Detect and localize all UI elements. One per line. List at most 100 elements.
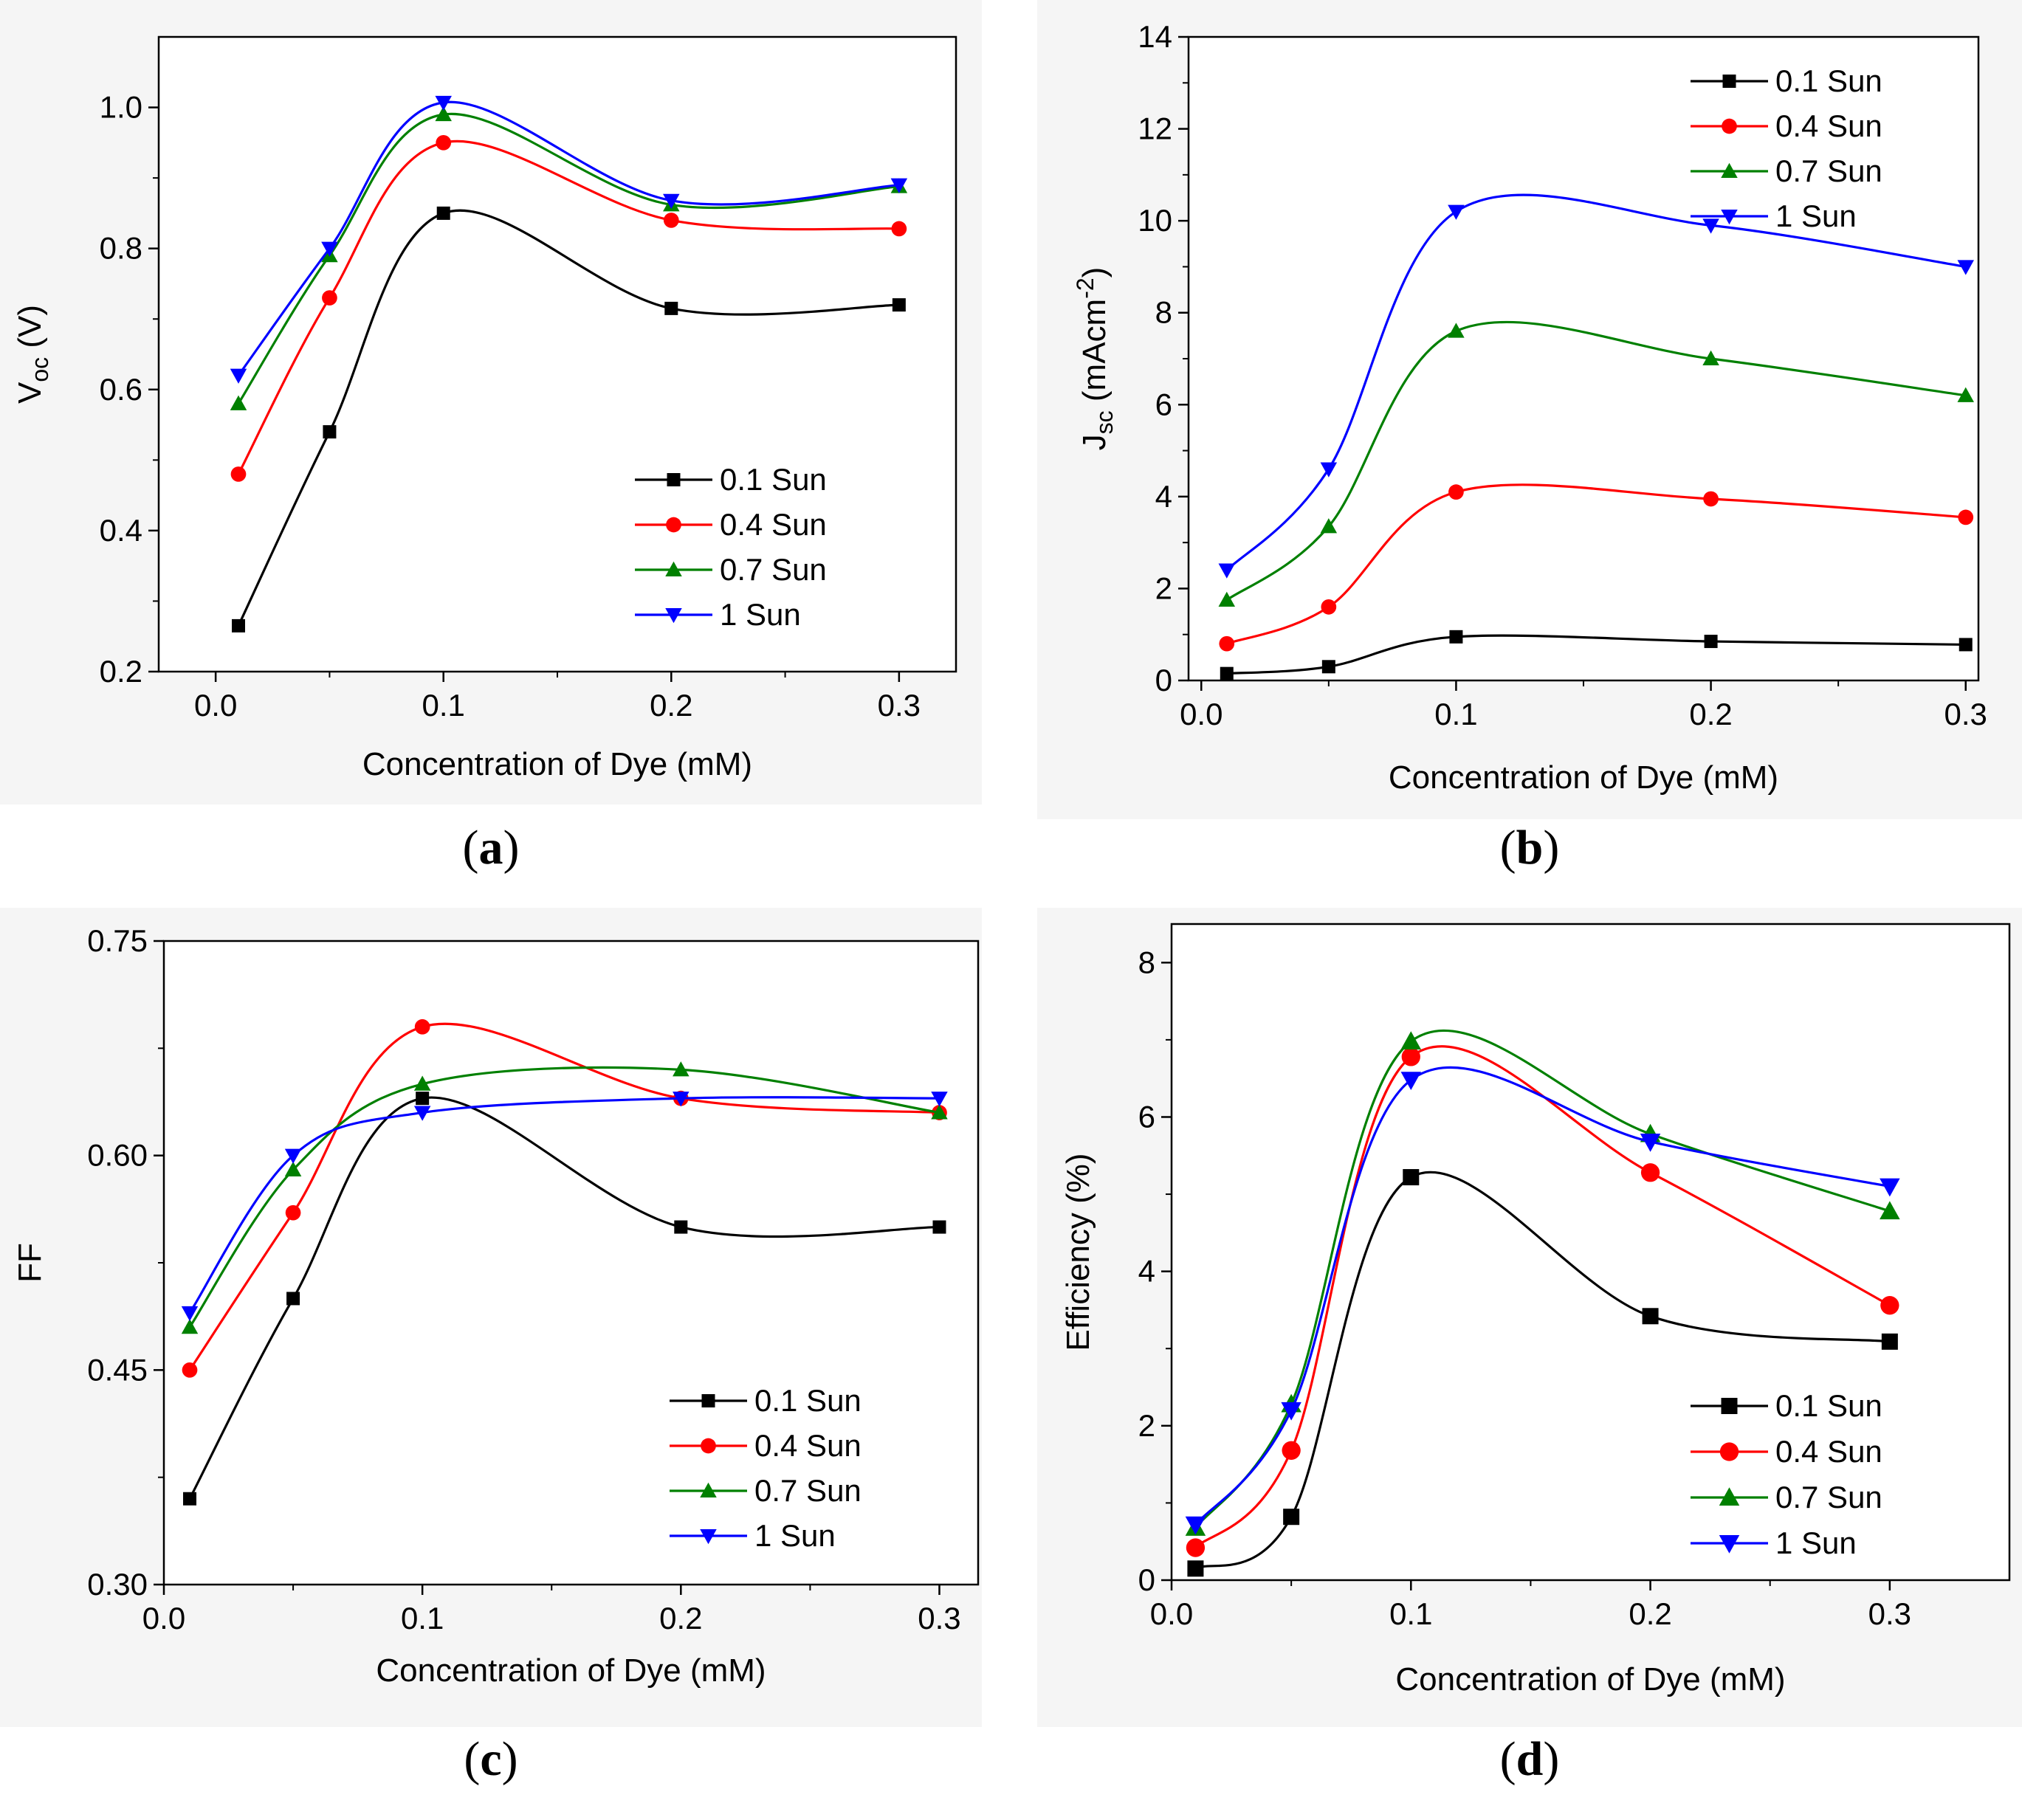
legend-label: 1 Sun bbox=[1775, 1526, 1857, 1560]
data-point bbox=[673, 1061, 690, 1077]
data-point bbox=[183, 1492, 197, 1506]
data-point bbox=[1186, 1538, 1206, 1557]
series-line-1-sun bbox=[237, 100, 899, 376]
data-point bbox=[284, 1161, 302, 1177]
x-tick-label: 0.0 bbox=[1180, 697, 1223, 731]
data-point bbox=[436, 206, 450, 220]
data-point bbox=[413, 1075, 431, 1091]
x-tick-label: 0.1 bbox=[422, 688, 465, 723]
data-point bbox=[1448, 323, 1465, 338]
panel-label: (c) bbox=[464, 1732, 517, 1786]
chart-panel-c: 0.0 0.1 0.2 0.3 0.30 0.45 0.60 0.75 Concentratio… bbox=[0, 908, 982, 1727]
legend-marker bbox=[1721, 162, 1738, 178]
data-point bbox=[1449, 630, 1463, 644]
y-tick-label: 0.75 bbox=[87, 923, 148, 958]
data-point bbox=[1640, 1133, 1661, 1152]
y-tick-label: 8 bbox=[1138, 945, 1155, 979]
x-tick-label: 0.2 bbox=[1629, 1596, 1671, 1631]
y-tick-label: 12 bbox=[1138, 111, 1172, 146]
y-tick-label: 0.4 bbox=[100, 513, 142, 548]
legend-marker bbox=[700, 1529, 717, 1545]
data-point bbox=[1283, 1509, 1300, 1526]
data-point bbox=[1880, 1296, 1899, 1315]
data-point bbox=[435, 106, 452, 122]
data-point bbox=[230, 466, 247, 482]
legend-label: 1 Sun bbox=[1775, 199, 1857, 233]
data-point bbox=[663, 193, 680, 209]
legend-marker bbox=[1719, 1535, 1740, 1554]
data-point bbox=[416, 1092, 430, 1106]
data-point bbox=[284, 1148, 302, 1164]
legend-marker bbox=[701, 1394, 715, 1407]
data-point bbox=[1880, 1178, 1900, 1197]
series-line-0.4-sun bbox=[1226, 483, 1966, 645]
data-point bbox=[892, 298, 906, 312]
data-point bbox=[1400, 1031, 1422, 1049]
x-tick-label: 0.2 bbox=[659, 1601, 702, 1635]
x-tick-label: 0.3 bbox=[918, 1601, 960, 1635]
data-point bbox=[1704, 635, 1718, 649]
data-point bbox=[663, 213, 679, 228]
legend-marker bbox=[665, 561, 682, 576]
legend-label: 0.1 Sun bbox=[1775, 1388, 1882, 1423]
data-point bbox=[1703, 491, 1719, 507]
legend-marker bbox=[667, 473, 681, 486]
y-axis-label: Efficiency (%) bbox=[1060, 1153, 1096, 1351]
x-axis-label: Concentration of Dye (mM) bbox=[1389, 759, 1778, 796]
y-tick-label: 0 bbox=[1138, 1562, 1155, 1597]
series-line-0.4-sun bbox=[188, 1022, 940, 1371]
legend-marker bbox=[1721, 210, 1738, 225]
data-point bbox=[1401, 1047, 1420, 1066]
data-point bbox=[931, 1092, 948, 1107]
data-point bbox=[1321, 660, 1335, 674]
data-point bbox=[673, 1092, 690, 1107]
x-tick-label: 0.2 bbox=[650, 688, 692, 723]
x-tick-label: 0.2 bbox=[1689, 697, 1732, 731]
legend-marker bbox=[1722, 75, 1736, 88]
legend-marker bbox=[666, 517, 681, 533]
x-axis-label: Concentration of Dye (mM) bbox=[362, 746, 752, 782]
x-tick-label: 0.0 bbox=[1150, 1596, 1193, 1631]
series-line-1-sun bbox=[188, 1096, 940, 1314]
legend-marker bbox=[1721, 1398, 1738, 1414]
y-tick-label: 0.30 bbox=[87, 1567, 148, 1602]
legend-label: 0.1 Sun bbox=[754, 1383, 862, 1418]
data-point bbox=[1220, 666, 1234, 680]
data-point bbox=[1282, 1441, 1301, 1460]
x-axis-label: Concentration of Dye (mM) bbox=[1395, 1661, 1785, 1697]
legend-label: 0.4 Sun bbox=[754, 1428, 862, 1463]
data-point bbox=[436, 134, 452, 151]
data-point bbox=[1187, 1560, 1204, 1577]
legend-label: 0.4 Sun bbox=[720, 507, 827, 542]
plot-frame bbox=[1187, 35, 1980, 682]
data-point bbox=[1218, 563, 1236, 579]
data-point bbox=[1957, 387, 1974, 402]
plot-frame bbox=[157, 35, 957, 673]
y-tick-label: 2 bbox=[1138, 1408, 1155, 1443]
x-tick-label: 0.0 bbox=[142, 1601, 185, 1635]
data-point bbox=[890, 178, 908, 193]
data-point bbox=[285, 1204, 301, 1221]
x-tick-label: 0.1 bbox=[401, 1601, 444, 1635]
y-tick-label: 2 bbox=[1155, 571, 1172, 605]
panel-label: (b) bbox=[1500, 821, 1560, 875]
series-line-0.7-sun bbox=[1225, 320, 1966, 602]
x-tick-label: 0.3 bbox=[1868, 1596, 1911, 1631]
legend-marker bbox=[665, 608, 682, 624]
series-line-0.1-sun bbox=[1194, 1171, 1891, 1570]
data-point bbox=[1881, 1333, 1898, 1350]
data-point bbox=[413, 1106, 431, 1121]
data-point bbox=[1959, 638, 1973, 652]
x-tick-label: 0.1 bbox=[1434, 697, 1477, 731]
x-tick-label: 0.0 bbox=[194, 688, 237, 723]
data-point bbox=[1448, 484, 1464, 500]
legend-label: 0.7 Sun bbox=[1775, 1480, 1882, 1514]
data-point bbox=[664, 301, 678, 315]
y-axis-label: FF bbox=[12, 1243, 48, 1283]
legend-label: 0.4 Sun bbox=[1775, 1434, 1882, 1469]
data-point bbox=[230, 368, 247, 384]
data-point bbox=[323, 425, 337, 439]
legend-marker bbox=[1722, 118, 1737, 134]
chart-panel-a: 0.0 0.1 0.2 0.3 0.2 0.4 0.6 0.8 1.0 Concentration… bbox=[0, 0, 982, 804]
legend-label: 0.1 Sun bbox=[1775, 63, 1882, 98]
